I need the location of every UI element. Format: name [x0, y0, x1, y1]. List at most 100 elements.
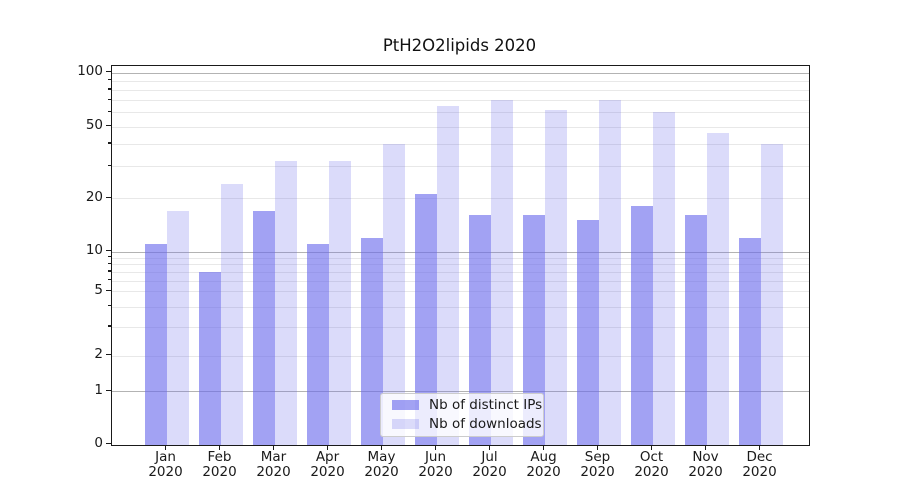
legend-label-distinct-ips: Nb of distinct IPs: [429, 397, 543, 413]
bar-distinct-ips-aug-2020: [522, 215, 545, 445]
gridline-y-8: [112, 264, 809, 266]
bar-downloads-may-2020: [382, 143, 405, 445]
x-tick-mark-sep-2020: [596, 445, 599, 450]
bar-distinct-ips-apr-2020: [306, 244, 329, 445]
y-tick-mark-1: [105, 389, 111, 391]
y-tick-mark-100: [105, 71, 111, 73]
bar-distinct-ips-sep-2020: [576, 220, 599, 445]
bar-distinct-ips-jul-2020: [468, 215, 491, 445]
bar-distinct-ips-dec-2020: [738, 237, 761, 445]
bar-distinct-ips-jun-2020: [414, 194, 437, 445]
y-minor-tick-mark-90: [107, 79, 111, 81]
bar-downloads-apr-2020: [328, 161, 351, 445]
bar-downloads-jul-2020: [490, 100, 513, 445]
x-tick-label-jan-2020: Jan 2020: [148, 449, 183, 480]
x-tick-mark-apr-2020: [326, 445, 329, 450]
y-minor-tick-mark-60: [107, 110, 111, 112]
x-tick-label-aug-2020: Aug 2020: [526, 449, 561, 480]
y-minor-tick-mark-3: [107, 325, 111, 327]
gridline-y-4: [112, 306, 809, 308]
y-tick-label-2: 2: [94, 346, 103, 362]
y-minor-tick-mark-4: [107, 305, 111, 307]
x-tick-mark-may-2020: [380, 445, 383, 450]
x-tick-mark-oct-2020: [650, 445, 653, 450]
gridline-y-100: [112, 72, 809, 74]
bar-downloads-feb-2020: [220, 183, 243, 445]
bar-downloads-jun-2020: [436, 106, 459, 445]
x-tick-mark-nov-2020: [704, 445, 707, 450]
x-tick-mark-jul-2020: [488, 445, 491, 450]
chart-title: PtH2O2lipids 2020: [382, 36, 537, 55]
x-tick-label-sep-2020: Sep 2020: [580, 449, 615, 480]
y-tick-label-10: 10: [85, 242, 103, 259]
y-tick-label-0: 0: [94, 435, 103, 451]
x-tick-label-nov-2020: Nov 2020: [688, 449, 723, 480]
legend-item-downloads: Nb of downloads: [387, 416, 542, 432]
y-tick-mark-20: [105, 196, 111, 198]
gridline-y-3: [112, 326, 809, 328]
bar-downloads-mar-2020: [274, 161, 297, 445]
gridline-y-80: [112, 89, 809, 91]
y-tick-label-20: 20: [85, 188, 103, 205]
bar-downloads-oct-2020: [652, 112, 675, 445]
legend-swatch-downloads: [392, 418, 419, 430]
y-minor-tick-mark-30: [107, 164, 111, 167]
x-tick-mark-dec-2020: [758, 445, 761, 450]
x-tick-label-mar-2020: Mar 2020: [256, 449, 291, 480]
x-tick-mark-jun-2020: [434, 445, 437, 450]
x-tick-mark-feb-2020: [218, 445, 221, 450]
y-minor-tick-mark-8: [107, 262, 111, 264]
y-tick-mark-10: [105, 250, 111, 252]
bar-downloads-jan-2020: [166, 210, 189, 445]
gridline-y-2: [112, 355, 809, 357]
bar-distinct-ips-feb-2020: [198, 271, 221, 445]
bar-distinct-ips-nov-2020: [684, 215, 707, 445]
gridline-y-7: [112, 271, 809, 273]
y-tick-mark-50: [105, 125, 111, 127]
y-tick-label-100: 100: [77, 63, 103, 79]
legend-item-distinct-ips: Nb of distinct IPs: [387, 397, 542, 413]
x-tick-label-may-2020: May 2020: [364, 449, 399, 480]
gridline-y-30: [112, 166, 809, 168]
gridline-y-40: [112, 143, 809, 145]
y-minor-tick-mark-70: [107, 98, 111, 100]
y-minor-tick-mark-6: [107, 279, 111, 281]
x-tick-mark-mar-2020: [272, 445, 275, 450]
y-minor-tick-mark-9: [107, 256, 111, 258]
y-tick-mark-5: [105, 289, 111, 291]
y-minor-tick-mark-80: [107, 88, 111, 90]
bar-distinct-ips-may-2020: [360, 237, 383, 445]
x-tick-label-feb-2020: Feb 2020: [202, 449, 237, 480]
gridline-y-10: [112, 251, 809, 253]
gridline-y-50: [112, 126, 809, 128]
legend: Nb of distinct IPs Nb of downloads: [380, 392, 544, 437]
bar-distinct-ips-jan-2020: [144, 244, 167, 445]
bar-distinct-ips-mar-2020: [252, 210, 275, 445]
x-tick-label-jul-2020: Jul 2020: [472, 449, 507, 480]
gridline-y-6: [112, 280, 809, 282]
legend-swatch-distinct-ips: [392, 399, 419, 411]
gridline-y-20: [112, 198, 809, 199]
y-minor-tick-mark-40: [107, 142, 111, 144]
x-tick-mark-jan-2020: [164, 445, 167, 450]
gridline-y-1: [112, 391, 809, 392]
bar-distinct-ips-oct-2020: [630, 206, 653, 445]
plot-area: Nb of distinct IPs Nb of downloads: [111, 64, 810, 446]
y-tick-label-1: 1: [94, 381, 103, 398]
x-tick-label-dec-2020: Dec 2020: [742, 449, 777, 480]
x-tick-mark-aug-2020: [542, 445, 545, 450]
gridline-y-90: [112, 80, 809, 82]
y-tick-label-5: 5: [94, 281, 103, 298]
y-tick-mark-0: [105, 443, 111, 445]
gridline-y-5: [112, 291, 809, 292]
y-tick-mark-2: [105, 354, 111, 356]
legend-label-downloads: Nb of downloads: [429, 416, 542, 432]
bar-downloads-sep-2020: [598, 100, 621, 445]
bar-downloads-nov-2020: [706, 133, 729, 445]
y-tick-label-50: 50: [85, 117, 103, 133]
x-tick-label-oct-2020: Oct 2020: [634, 449, 669, 480]
y-minor-tick-mark-7: [107, 270, 111, 272]
gridline-y-9: [112, 257, 809, 259]
x-tick-label-jun-2020: Jun 2020: [418, 449, 453, 480]
